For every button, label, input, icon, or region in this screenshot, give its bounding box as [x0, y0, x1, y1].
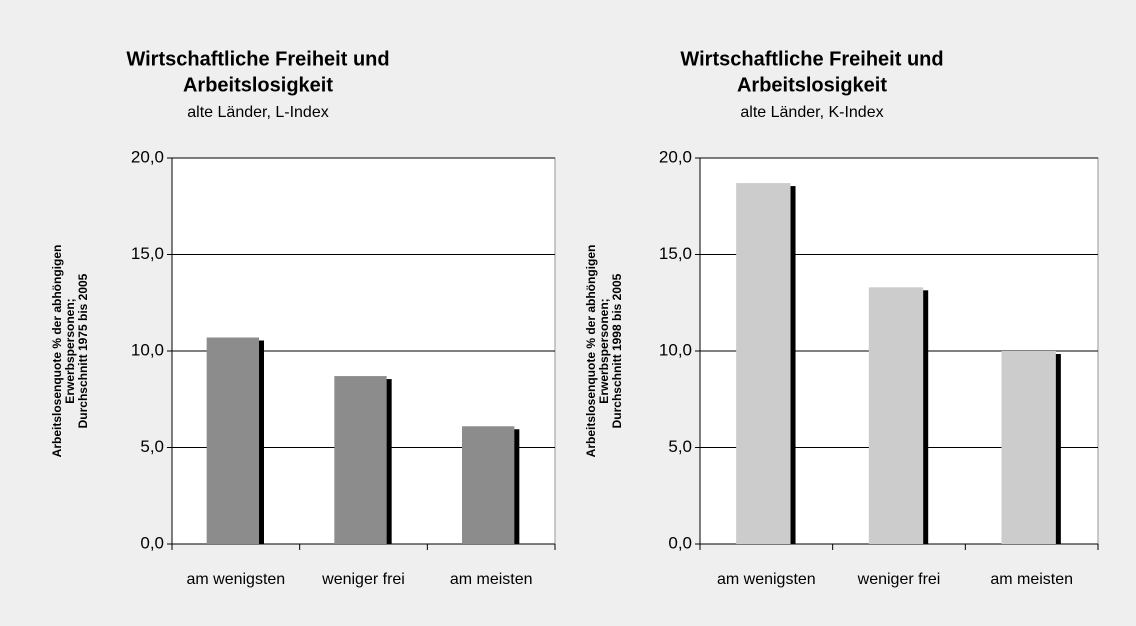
y-axis-label: Erwerbspersonen; [63, 298, 77, 403]
x-tick-label: am wenigsten [717, 571, 816, 588]
bar [736, 183, 791, 544]
y-tick-label: 0,0 [668, 533, 692, 552]
chart-title: Arbeitslosigkeit [737, 74, 887, 96]
bar [461, 426, 515, 544]
x-tick-label: am wenigsten [186, 571, 285, 588]
chart-subtitle: alte Länder, K-Index [740, 104, 883, 121]
y-axis-label: Durchschnitt 1975 bis 2005 [76, 273, 90, 428]
chart-title: Wirtschaftliche Freiheit und [680, 48, 943, 70]
bar [206, 337, 260, 544]
y-tick-label: 0,0 [140, 533, 164, 552]
y-tick-label: 5,0 [140, 437, 164, 456]
bar [334, 376, 387, 544]
y-axis-label: Erwerbspersonen; [597, 298, 611, 403]
y-tick-label: 20,0 [131, 147, 164, 166]
bar [868, 287, 924, 544]
x-tick-label: weniger frei [321, 571, 405, 588]
y-tick-label: 15,0 [659, 244, 692, 263]
y-axis-label: Durchschnitt 1998 bis 2005 [610, 273, 624, 428]
y-axis-label: Arbeitslosenquote % der abhöngigen [584, 245, 598, 458]
y-axis-label: Arbeitslosenquote % der abhöngigen [50, 245, 64, 458]
chart-subtitle: alte Länder, L-Index [187, 104, 328, 121]
chart-title: Wirtschaftliche Freiheit und [126, 48, 389, 70]
y-tick-label: 5,0 [668, 437, 692, 456]
x-tick-label: am meisten [990, 571, 1073, 588]
y-tick-label: 15,0 [131, 244, 164, 263]
x-tick-label: weniger frei [857, 571, 941, 588]
bar [1001, 351, 1056, 544]
x-tick-label: am meisten [450, 571, 533, 588]
y-tick-label: 10,0 [131, 340, 164, 359]
y-tick-label: 20,0 [659, 147, 692, 166]
y-tick-label: 10,0 [659, 340, 692, 359]
chart-title: Arbeitslosigkeit [183, 74, 333, 96]
